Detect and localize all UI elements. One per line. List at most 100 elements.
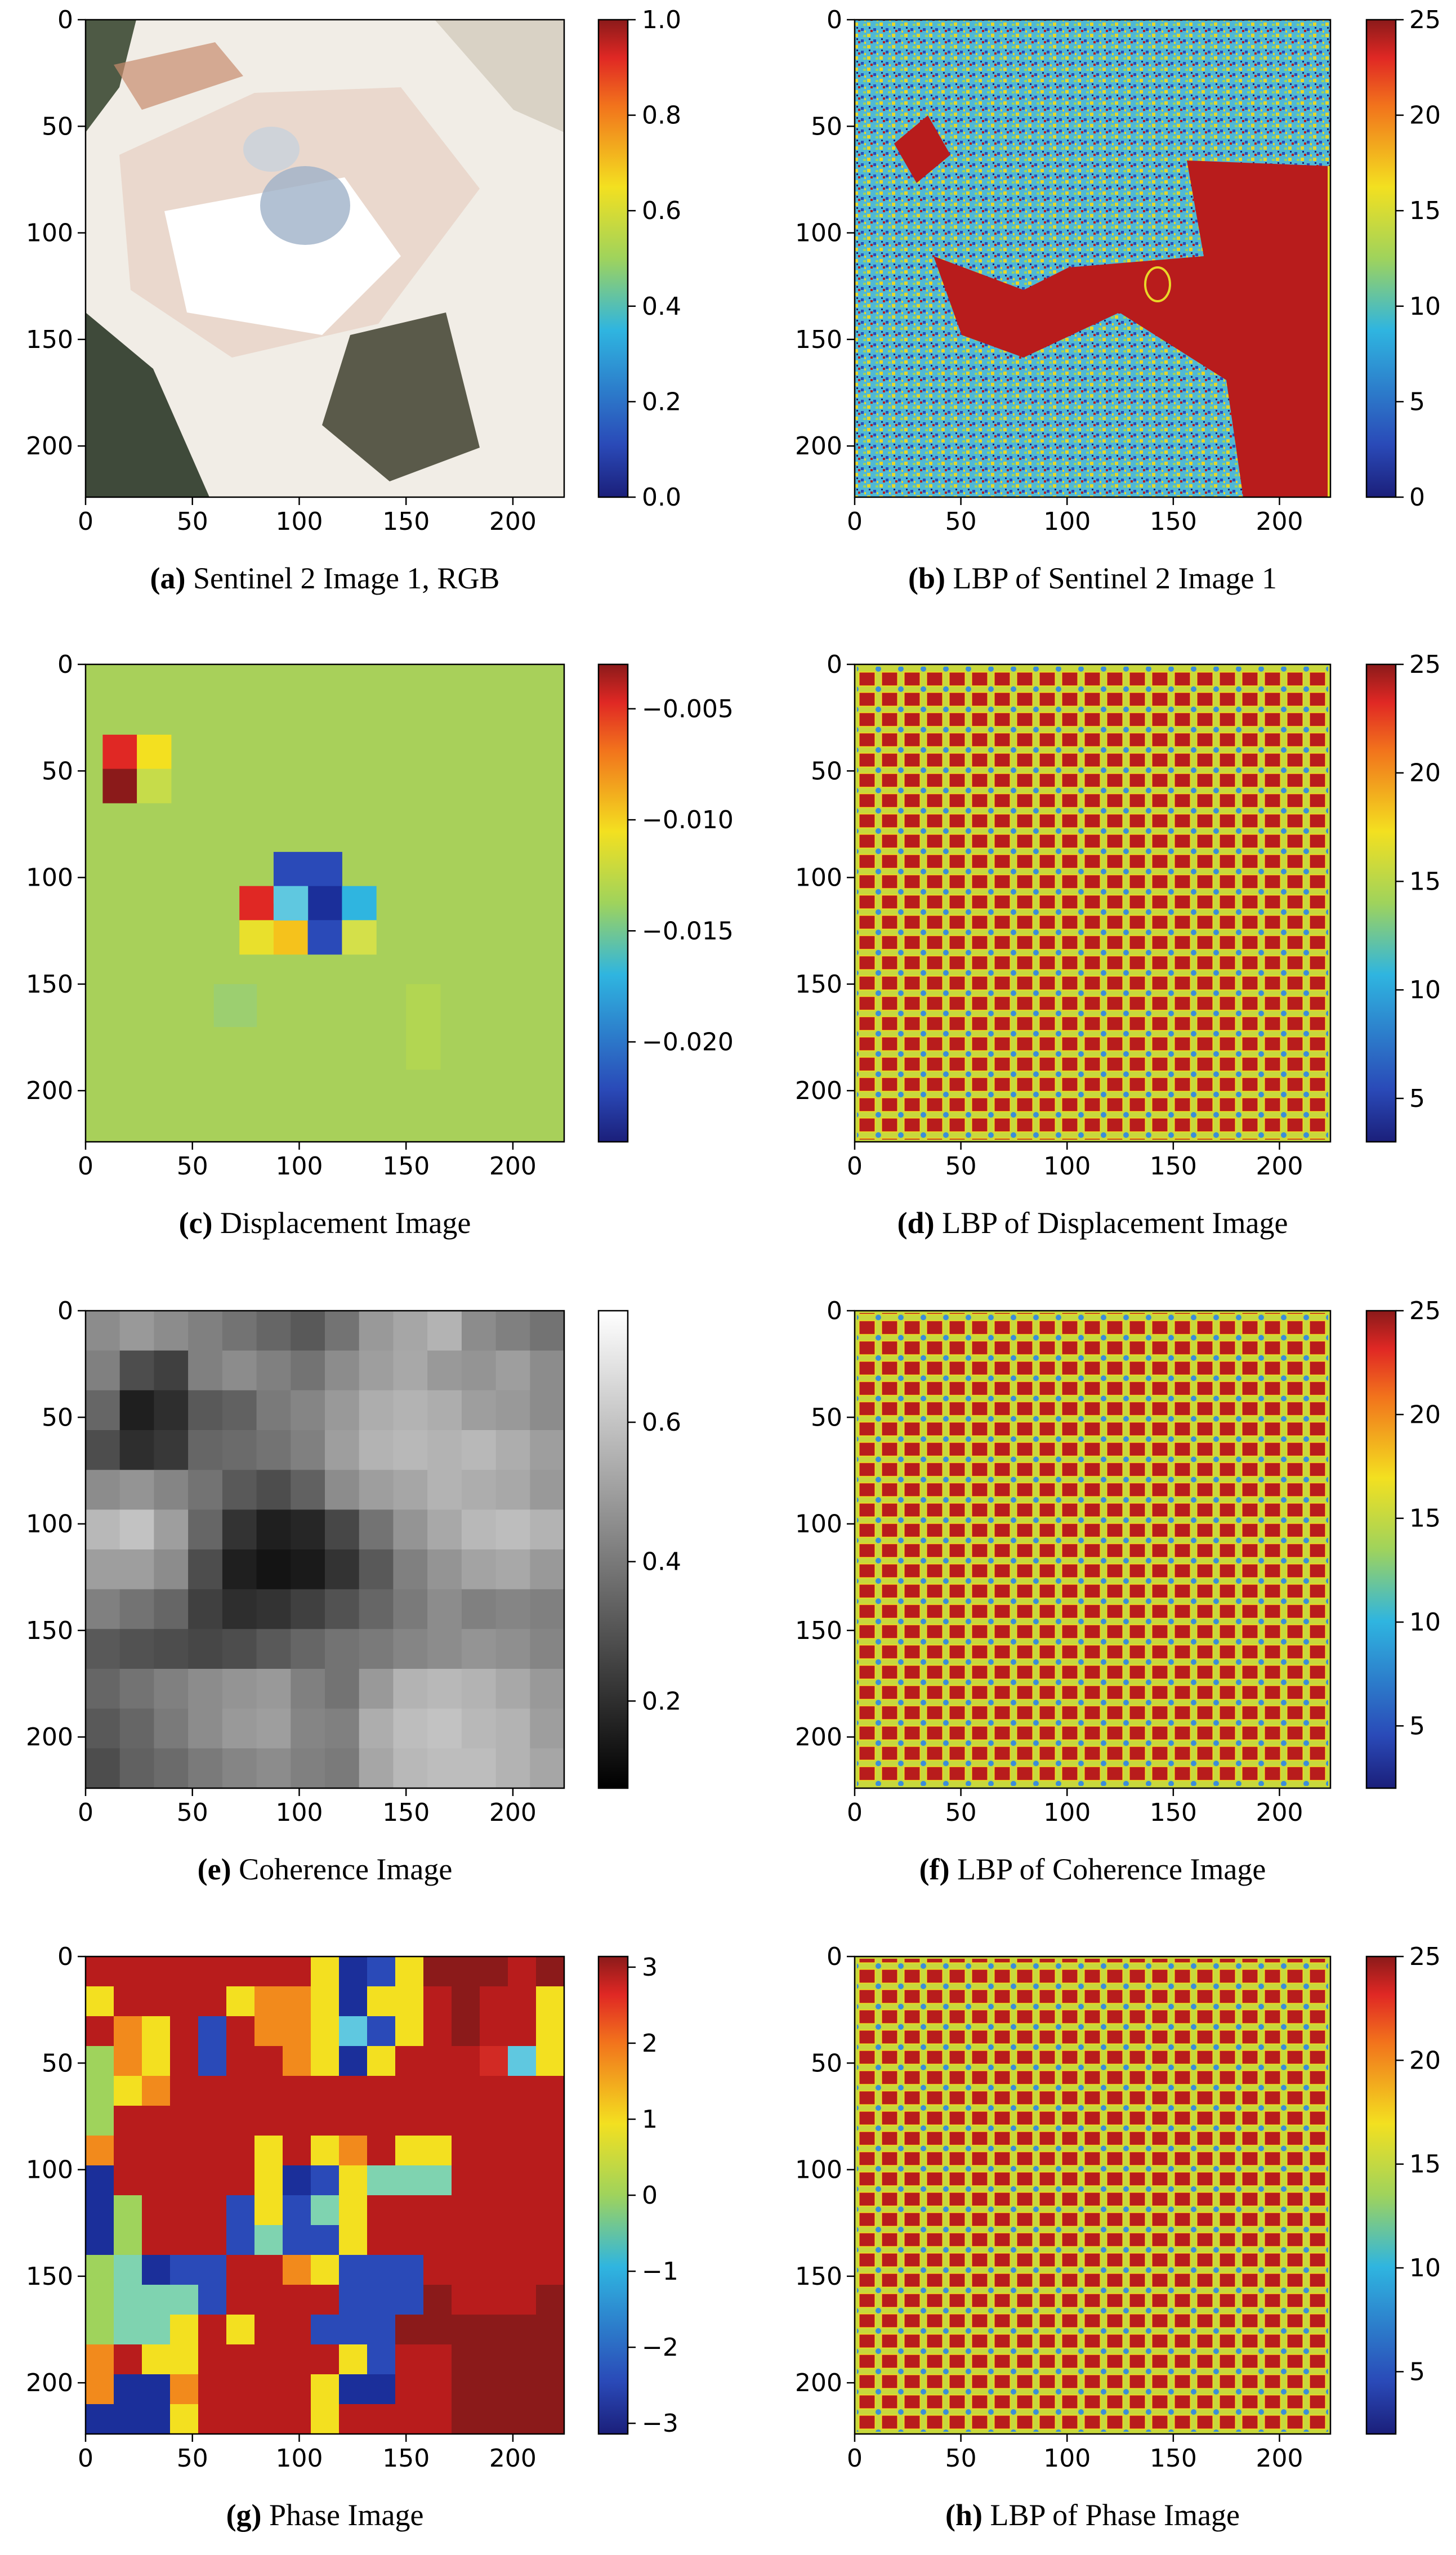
y-tick-label: 200 (795, 1077, 842, 1105)
y-tick-label: 0 (57, 1942, 73, 1971)
x-tick-label: 100 (1043, 1152, 1091, 1181)
x-tick-label: 0 (78, 1798, 93, 1827)
panel-caption: (g) Phase Image (226, 2498, 424, 2532)
colorbar-tick-label: 0 (1409, 483, 1425, 512)
panel-caption: (b) LBP of Sentinel 2 Image 1 (908, 561, 1277, 595)
panel-h: 0 0 50 50 100 100 150 150 200 200 5 10 15 20 25 (h) LBP… (795, 1942, 1441, 2532)
y-tick-label: 50 (42, 757, 73, 785)
x-tick-label: 150 (1150, 507, 1197, 536)
x-tick-label: 50 (177, 1798, 208, 1827)
colorbar-tick-label: 0 (642, 2181, 658, 2210)
lbp-grid-image-frame (854, 1955, 1332, 2435)
lbp-texture-image-frame (854, 19, 1332, 498)
panel-e: 0 0 50 50 100 100 150 150 200 200 0.2 0.4 0.6 (e) Coh… (26, 1297, 681, 1886)
colorbar-tick-label: 25 (1409, 1297, 1441, 1325)
colorbar: 5 10 15 20 25 (1365, 1942, 1441, 2435)
x-tick-label: 0 (78, 2444, 93, 2473)
panel-b: 0 0 50 50 100 100 150 150 200 200 0 5 10 15 20 25 (b) LB… (795, 6, 1441, 595)
x-tick-label: 150 (1150, 2444, 1197, 2473)
colorbar: 0.0 0.2 0.4 0.6 0.8 1.0 (597, 6, 681, 512)
x-tick-label: 150 (1150, 1152, 1197, 1181)
coherence-map-image-frame (84, 1310, 565, 1789)
colorbar-gradient (597, 1310, 629, 1789)
x-tick-label: 0 (78, 1152, 93, 1181)
colorbar-tick-label: 15 (1409, 1504, 1441, 1533)
x-tick-label: 150 (382, 1152, 430, 1181)
lbp-grid-image-frame (854, 663, 1332, 1143)
colorbar-tick-label: 15 (1409, 2150, 1441, 2179)
x-tick-label: 100 (275, 507, 323, 536)
colorbar-tick-label: 0.4 (642, 292, 681, 321)
y-tick-label: 100 (26, 219, 73, 248)
x-tick-label: 150 (1150, 1798, 1197, 1827)
colorbar-gradient (597, 1955, 629, 2435)
x-tick-label: 0 (847, 507, 863, 536)
y-tick-label: 150 (795, 1616, 842, 1645)
panel-f: 0 0 50 50 100 100 150 150 200 200 5 10 15 20 25 (f) LBP… (795, 1297, 1441, 1886)
x-tick-label: 50 (945, 507, 977, 536)
panel-a: 0 0 50 50 100 100 150 150 200 200 0.0 0.2 0.4 0.6 0.8 1… (26, 6, 681, 595)
y-tick-label: 100 (26, 1510, 73, 1539)
y-tick-label: 200 (26, 2369, 73, 2397)
y-tick-label: 50 (42, 2049, 73, 2078)
colorbar-tick-label: −0.020 (642, 1028, 734, 1057)
caption-letter: (e) (198, 1852, 231, 1886)
panel-caption: (e) Coherence Image (198, 1852, 453, 1886)
colorbar-tick-label: 0.4 (642, 1548, 681, 1576)
panel-caption: (a) Sentinel 2 Image 1, RGB (150, 561, 500, 595)
x-tick-label: 50 (945, 1798, 977, 1827)
caption-text: Sentinel 2 Image 1, RGB (193, 561, 499, 595)
x-tick-label: 0 (847, 2444, 863, 2473)
colorbar: 0.2 0.4 0.6 (597, 1310, 681, 1789)
y-tick-label: 0 (827, 1942, 842, 1971)
y-tick-label: 150 (26, 970, 73, 999)
x-tick-label: 100 (275, 2444, 323, 2473)
colorbar-gradient (597, 663, 629, 1143)
colorbar-tick-label: 0.0 (642, 483, 681, 512)
image-content (86, 1957, 564, 2434)
colorbar: −0.020 −0.015 −0.010 −0.005 (597, 663, 734, 1143)
axis-ticks: 0 0 50 50 100 100 150 150 200 200 (26, 1297, 537, 1827)
image-content (86, 20, 564, 497)
image-content (855, 1311, 1330, 1788)
colorbar-tick-label: 1.0 (642, 6, 681, 34)
caption-letter: (d) (897, 1206, 935, 1240)
colorbar-gradient (1365, 1955, 1397, 2435)
caption-letter: (a) (150, 561, 186, 595)
y-tick-label: 100 (795, 864, 842, 892)
y-tick-label: 150 (26, 2262, 73, 2291)
colorbar-tick-label: 1 (642, 2105, 658, 2134)
x-tick-label: 200 (1256, 1152, 1303, 1181)
y-tick-label: 0 (827, 1297, 842, 1325)
y-tick-label: 0 (57, 6, 73, 34)
colorbar-tick-label: 3 (642, 1953, 658, 1982)
axis-ticks: 0 0 50 50 100 100 150 150 200 200 (795, 1297, 1303, 1827)
caption-text: LBP of Displacement Image (942, 1206, 1288, 1240)
colorbar-tick-label: 2 (642, 2029, 658, 2058)
caption-letter: (b) (908, 561, 945, 595)
y-tick-label: 50 (811, 1403, 842, 1432)
y-tick-label: 200 (26, 1723, 73, 1752)
axis-ticks: 0 0 50 50 100 100 150 150 200 200 (26, 650, 537, 1181)
x-tick-label: 150 (382, 507, 430, 536)
x-tick-label: 100 (1043, 2444, 1091, 2473)
panel-d: 0 0 50 50 100 100 150 150 200 200 5 10 15 20 25 (d) LBP… (795, 650, 1441, 1240)
colorbar-tick-label: 0.6 (642, 196, 681, 225)
x-tick-label: 100 (275, 1798, 323, 1827)
colorbar-tick-label: 15 (1409, 867, 1441, 896)
image-content (855, 1957, 1330, 2434)
colorbar-tick-label: 0.2 (642, 387, 681, 416)
y-tick-label: 50 (811, 757, 842, 785)
x-tick-label: 200 (1256, 1798, 1303, 1827)
y-tick-label: 0 (57, 1297, 73, 1325)
y-tick-label: 50 (811, 112, 842, 141)
colorbar-tick-label: 0.2 (642, 1687, 681, 1716)
y-tick-label: 50 (42, 1403, 73, 1432)
caption-text: LBP of Phase Image (990, 2498, 1240, 2532)
axis-ticks: 0 0 50 50 100 100 150 150 200 200 (795, 6, 1303, 536)
y-tick-label: 150 (26, 1616, 73, 1645)
caption-letter: (h) (945, 2498, 982, 2532)
panel-g: 0 0 50 50 100 100 150 150 200 200 −3 −2 −1 0 1 2 3 (g) Ph… (26, 1942, 678, 2532)
y-tick-label: 0 (827, 650, 842, 679)
colorbar-tick-label: −0.015 (642, 917, 734, 945)
